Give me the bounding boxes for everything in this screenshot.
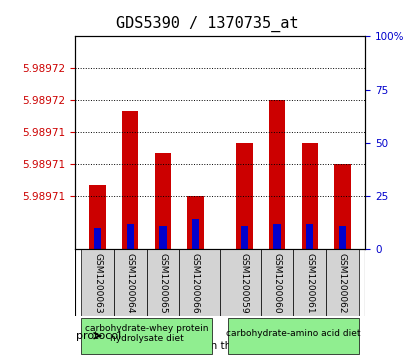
- Bar: [241, 226, 248, 249]
- Bar: [236, 143, 253, 249]
- FancyBboxPatch shape: [326, 249, 359, 316]
- Text: GSM1200065: GSM1200065: [159, 253, 167, 313]
- Text: carbohydrate-amino acid diet: carbohydrate-amino acid diet: [226, 329, 361, 338]
- FancyBboxPatch shape: [179, 249, 220, 316]
- FancyBboxPatch shape: [81, 249, 114, 316]
- Bar: [155, 154, 171, 249]
- Bar: [273, 224, 281, 249]
- Bar: [334, 164, 351, 249]
- Bar: [89, 185, 106, 249]
- Bar: [187, 196, 204, 249]
- FancyBboxPatch shape: [293, 249, 326, 316]
- Text: GSM1200059: GSM1200059: [240, 253, 249, 313]
- Bar: [306, 224, 313, 249]
- Text: GDS5390 / 1370735_at: GDS5390 / 1370735_at: [116, 16, 299, 32]
- Bar: [127, 224, 134, 249]
- Bar: [339, 226, 346, 249]
- Bar: [269, 100, 285, 249]
- Text: GSM1200063: GSM1200063: [93, 253, 102, 313]
- FancyBboxPatch shape: [114, 249, 146, 316]
- Text: protocol: protocol: [76, 331, 122, 341]
- FancyBboxPatch shape: [220, 249, 261, 316]
- Bar: [302, 143, 318, 249]
- Bar: [159, 226, 166, 249]
- Text: GSM1200061: GSM1200061: [305, 253, 314, 313]
- Legend: transformed count, percentile rank within the sample: transformed count, percentile rank withi…: [80, 321, 283, 355]
- Text: carbohydrate-whey protein
hydrolysate diet: carbohydrate-whey protein hydrolysate di…: [85, 324, 208, 343]
- Text: GSM1200062: GSM1200062: [338, 253, 347, 313]
- Text: GSM1200064: GSM1200064: [126, 253, 135, 313]
- Bar: [94, 228, 101, 249]
- Bar: [122, 111, 138, 249]
- Bar: [192, 220, 199, 249]
- FancyBboxPatch shape: [146, 249, 179, 316]
- Text: GSM1200066: GSM1200066: [191, 253, 200, 313]
- FancyBboxPatch shape: [228, 318, 359, 354]
- FancyBboxPatch shape: [81, 318, 212, 354]
- FancyBboxPatch shape: [261, 249, 293, 316]
- Text: GSM1200060: GSM1200060: [273, 253, 281, 313]
